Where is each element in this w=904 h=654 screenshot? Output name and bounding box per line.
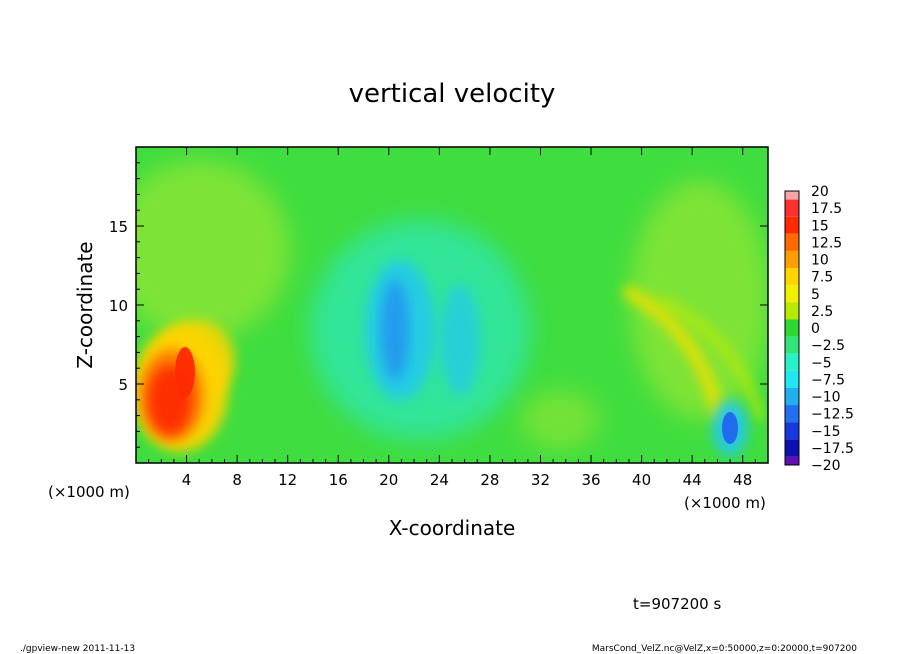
colorbar-label: −5	[811, 355, 832, 371]
x-tick-label: 8	[232, 471, 242, 489]
x-axis-label: X-coordinate	[389, 516, 516, 540]
colorbar-label: −2.5	[811, 338, 845, 354]
colorbar-label: 10	[811, 253, 829, 269]
colorbar-swatch	[785, 216, 799, 234]
time-label: t=907200 s	[633, 595, 721, 613]
x-tick-label: 4	[182, 471, 192, 489]
colorbar-label: 5	[811, 287, 820, 303]
colorbar-label: −10	[811, 390, 841, 406]
colorbar-swatch	[785, 285, 799, 303]
colorbar-swatch	[785, 336, 799, 354]
x-tick-label: 24	[430, 471, 449, 489]
colorbar-swatch	[785, 250, 799, 269]
colorbar-label: −7.5	[811, 372, 845, 388]
colorbar-swatch	[785, 387, 799, 406]
colorbar-swatch	[785, 405, 799, 423]
x-unit-label-right: (×1000 m)	[684, 494, 766, 512]
colorbar-label: 0	[811, 321, 820, 337]
y-axis-label: Z-coordinate	[73, 241, 97, 368]
colorbar-swatch	[785, 456, 799, 465]
y-tick-label: 5	[118, 376, 128, 394]
colorbar-swatch	[785, 191, 799, 200]
colorbar-swatch	[785, 302, 799, 320]
colorbar-label: 12.5	[811, 235, 842, 251]
colorbar-swatch	[785, 233, 799, 251]
colorbar-swatch	[785, 422, 799, 440]
colorbar-swatch	[785, 370, 799, 388]
x-tick-label: 16	[329, 471, 348, 489]
y-tick-label: 10	[109, 297, 128, 315]
footer-right: MarsCond_VelZ.nc@VelZ,x=0:50000,z=0:2000…	[592, 644, 857, 654]
x-tick-label: 36	[581, 471, 600, 489]
colorbar-frame	[784, 190, 800, 466]
colorbar-label: −12.5	[811, 407, 854, 423]
colorbar-swatch	[785, 268, 799, 286]
colorbar-swatch	[785, 319, 799, 337]
colorbar-swatch	[785, 353, 799, 371]
x-axis: 4 8 12 16 20 24 28 32 36 40 44 48	[148, 147, 756, 489]
colorbar-label: −20	[811, 458, 841, 474]
footer-left: ./gpview-new 2011-11-13	[20, 644, 135, 654]
colorbar-label: 20	[811, 184, 829, 200]
x-tick-label: 48	[733, 471, 752, 489]
chart-title: vertical velocity	[349, 79, 556, 109]
y-tick-label: 15	[109, 218, 128, 236]
colorbar-label: −15	[811, 424, 841, 440]
x-unit-label-left: (×1000 m)	[48, 483, 130, 501]
heatmap-field	[136, 147, 768, 463]
colorbar-label: −17.5	[811, 441, 854, 457]
x-tick-label: 20	[379, 471, 398, 489]
x-tick-label: 40	[632, 471, 651, 489]
colorbar-label: 7.5	[811, 270, 833, 286]
x-tick-label: 32	[531, 471, 550, 489]
x-tick-label: 44	[683, 471, 702, 489]
colorbar-swatch	[785, 439, 799, 457]
x-tick-label: 28	[480, 471, 499, 489]
y-axis: 5 10 15	[109, 162, 768, 448]
colorbar-label: 2.5	[811, 304, 833, 320]
colorbar-label: 15	[811, 218, 829, 234]
colorbar-swatch	[785, 199, 799, 217]
colorbar-label: 17.5	[811, 201, 842, 217]
x-tick-label: 12	[278, 471, 297, 489]
